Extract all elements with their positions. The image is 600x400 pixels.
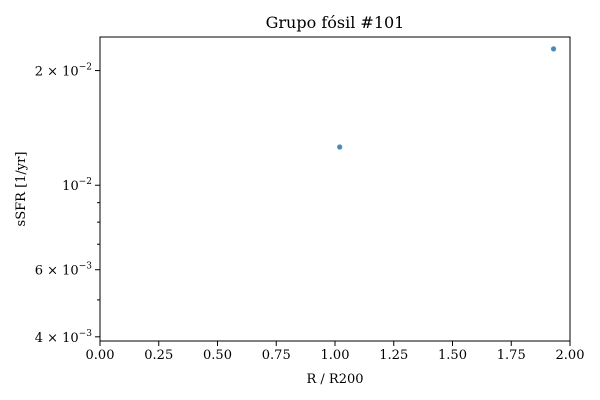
y-tick-label: 4 × 10−3 [35,329,93,346]
data-point [550,46,557,52]
y-axis-label: sSFR [1/yr] [14,152,29,227]
y-tick-label: 6 × 10−3 [35,262,93,279]
y-tick-label: 2 × 10−2 [35,63,92,80]
x-tick-label: 0.50 [203,348,232,363]
y-tick-label: 10−2 [62,177,92,194]
chart-title: Grupo fósil #101 [266,13,405,32]
x-axis-label: R / R200 [306,372,363,387]
x-tick-label: 1.00 [321,348,350,363]
y-axis-ticks: 4 × 10−3 6 × 10−3 10−2 2 × 10−2 [35,63,100,346]
x-tick-label: 1.75 [497,348,526,363]
x-tick-label: 0.75 [262,348,291,363]
data-point [337,144,343,150]
data-points [337,46,557,150]
plot-area: 0.00 0.25 0.50 0.75 1.00 1.25 1.50 1.75 2.00 4 ×… [35,36,585,363]
x-axis-ticks: 0.00 0.25 0.50 0.75 1.00 1.25 1.50 1.75 2.00 [86,341,585,363]
x-tick-label: 0.25 [144,348,173,363]
x-tick-label: 0.00 [86,348,115,363]
x-tick-label: 2.00 [556,348,585,363]
plot-frame [99,36,571,342]
x-tick-label: 1.50 [438,348,467,363]
x-tick-label: 1.25 [379,348,408,363]
